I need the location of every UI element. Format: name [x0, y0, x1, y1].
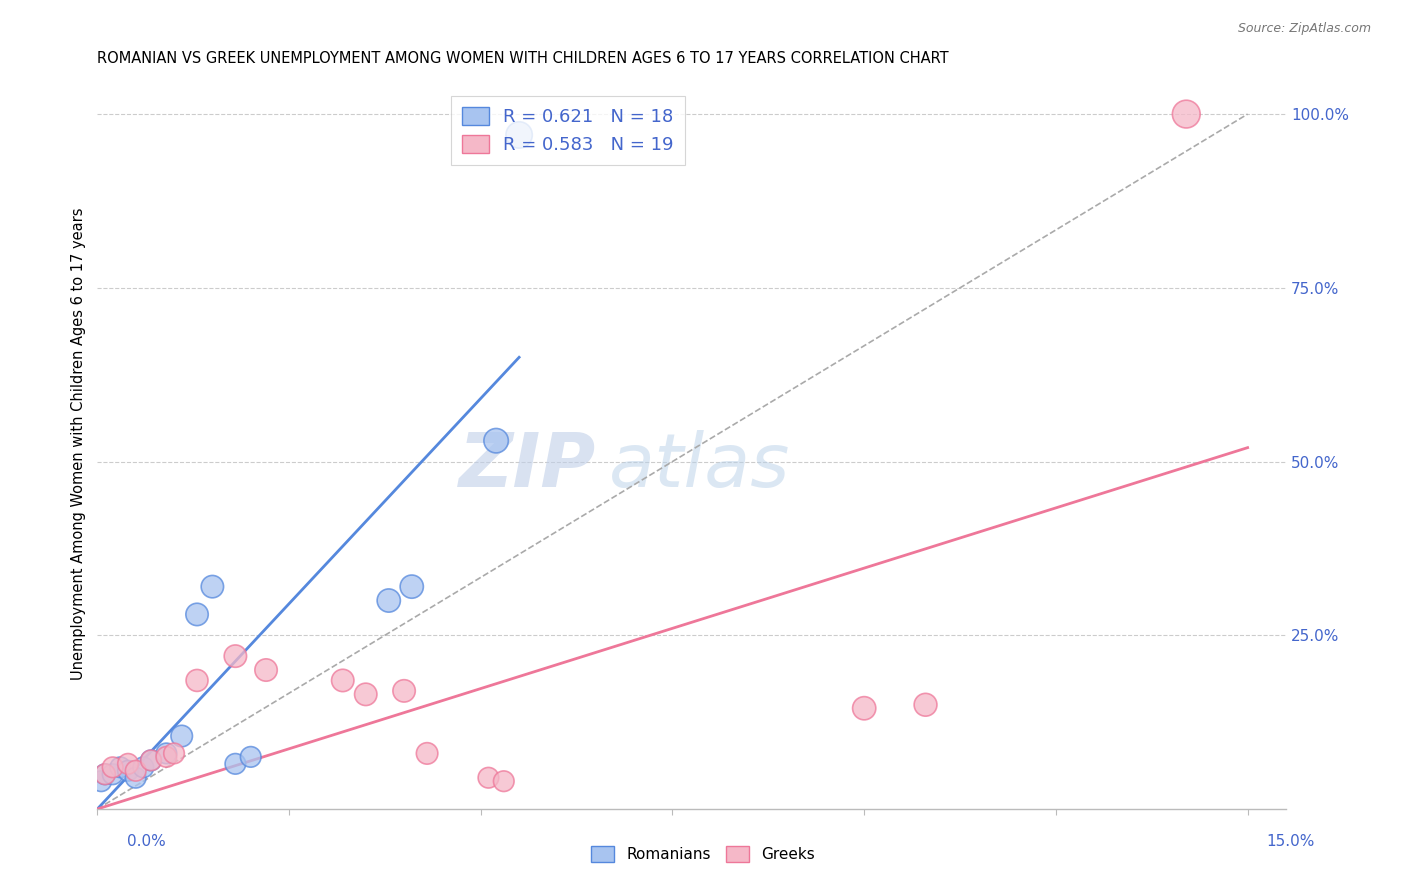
Point [170, 729, 193, 743]
Point [477, 771, 499, 785]
Text: Source: ZipAtlas.com: Source: ZipAtlas.com [1237, 22, 1371, 36]
Point [163, 747, 186, 761]
Point [186, 607, 208, 622]
Point [853, 701, 876, 715]
Point [186, 673, 208, 688]
Point [155, 750, 177, 764]
Point [239, 750, 262, 764]
Point [332, 673, 354, 688]
Point [224, 649, 246, 664]
Point [377, 593, 399, 607]
Point [125, 764, 148, 778]
Point [139, 753, 162, 767]
Point [485, 434, 508, 448]
Point [508, 128, 530, 142]
Point [94, 767, 117, 781]
Y-axis label: Unemployment Among Women with Children Ages 6 to 17 years: Unemployment Among Women with Children A… [72, 208, 86, 681]
Point [914, 698, 936, 712]
Point [90, 774, 112, 789]
Point [132, 760, 155, 774]
Point [254, 663, 277, 677]
Point [392, 684, 415, 698]
Point [117, 764, 139, 778]
Legend: R = 0.621   N = 18, R = 0.583   N = 19: R = 0.621 N = 18, R = 0.583 N = 19 [451, 95, 685, 165]
Text: ZIP: ZIP [460, 430, 596, 502]
Point [94, 767, 117, 781]
Point [492, 774, 515, 789]
Point [354, 687, 377, 701]
Point [125, 771, 148, 785]
Text: atlas: atlas [609, 430, 790, 502]
Text: ROMANIAN VS GREEK UNEMPLOYMENT AMONG WOMEN WITH CHILDREN AGES 6 TO 17 YEARS CORR: ROMANIAN VS GREEK UNEMPLOYMENT AMONG WOM… [97, 51, 949, 66]
Point [101, 760, 124, 774]
Point [201, 580, 224, 594]
Point [101, 767, 124, 781]
Point [401, 580, 423, 594]
Point [117, 756, 139, 771]
Text: 15.0%: 15.0% [1267, 834, 1315, 849]
Point [139, 753, 162, 767]
Point [416, 747, 439, 761]
Text: 0.0%: 0.0% [127, 834, 166, 849]
Legend: Romanians, Greeks: Romanians, Greeks [585, 840, 821, 868]
Point [110, 760, 132, 774]
Point [155, 747, 177, 761]
Point [1175, 107, 1198, 121]
Point [224, 756, 246, 771]
